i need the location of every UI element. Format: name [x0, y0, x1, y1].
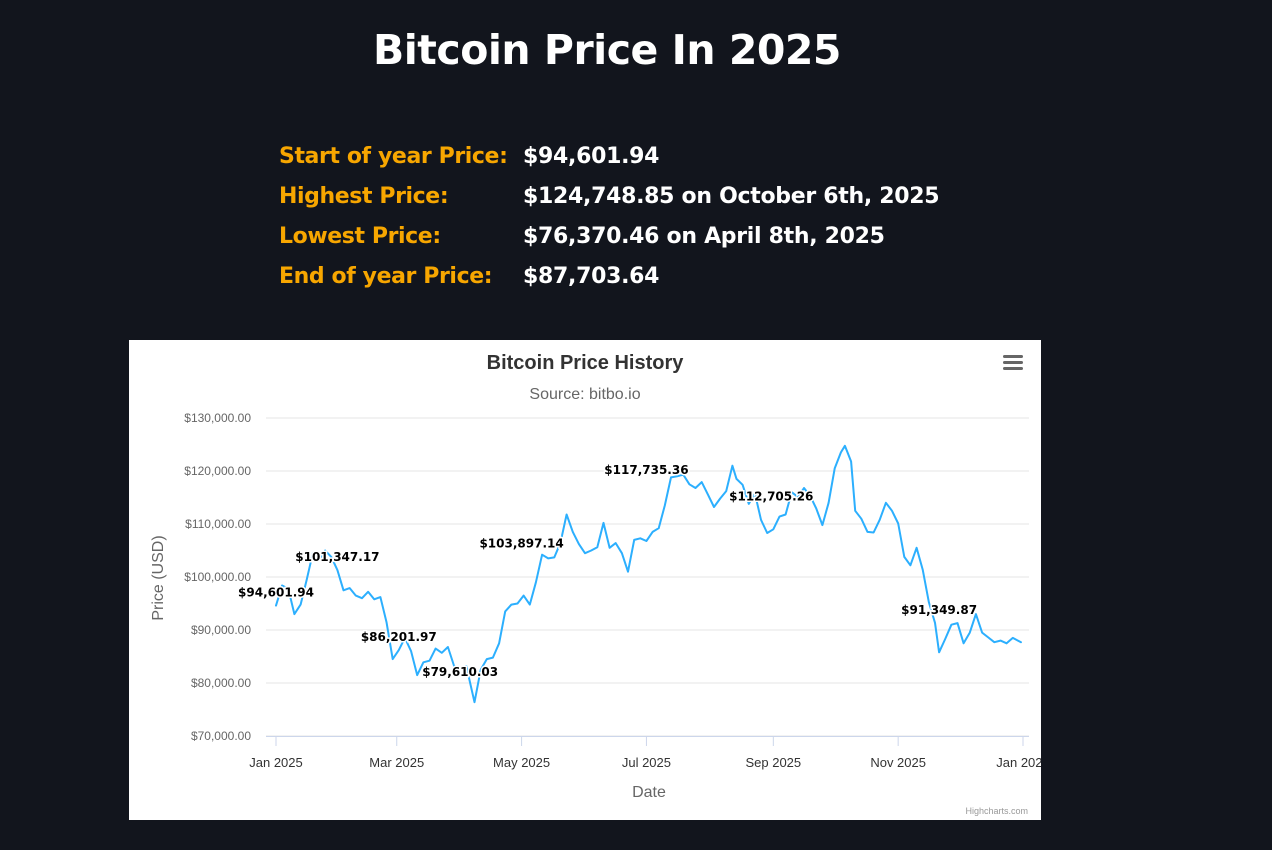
- x-tick-label: Mar 2025: [369, 755, 424, 770]
- data-label: $112,705.26: [729, 490, 813, 504]
- x-tick-label: Jul 2025: [622, 755, 671, 770]
- chart-title: Bitcoin Price History: [487, 352, 685, 374]
- data-label: $94,601.94: [238, 586, 314, 600]
- y-tick-label: $80,000.00: [191, 676, 251, 690]
- chart-credits[interactable]: Highcharts.com: [965, 806, 1028, 816]
- y-tick-label: $130,000.00: [184, 411, 251, 425]
- chart-canvas: $70,000.00 $80,000.00 $90,000.00 $100,000.0…: [150, 352, 1041, 816]
- stat-label: End of year Price:: [279, 263, 493, 289]
- stat-value: $76,370.46 on April 8th, 2025: [523, 223, 885, 249]
- hamburger-menu-icon: [1001, 355, 1025, 370]
- y-tick-label: $110,000.00: [185, 517, 251, 531]
- axes: $70,000.00 $80,000.00 $90,000.00 $100,000.0…: [184, 411, 1041, 770]
- stat-value: $94,601.94: [523, 143, 660, 169]
- price-stats: Start of year Price: $94,601.94 Highest …: [279, 136, 940, 296]
- stat-label: Highest Price:: [279, 183, 449, 209]
- y-tick-label: $90,000.00: [191, 623, 251, 637]
- stat-start-of-year: Start of year Price: $94,601.94: [279, 136, 939, 176]
- y-tick-label: $100,000.00: [184, 570, 251, 584]
- stat-lowest: Lowest Price: $76,370.46 on April 8th, 2…: [279, 216, 939, 256]
- data-label: $103,897.14: [479, 536, 563, 550]
- data-label: $86,201.97: [361, 630, 437, 644]
- price-chart: $70,000.00 $80,000.00 $90,000.00 $100,000.0…: [129, 340, 1041, 820]
- data-label: $79,610.03: [422, 665, 498, 679]
- x-axis-title: Date: [632, 784, 666, 801]
- stat-value: $87,703.64: [523, 263, 660, 289]
- stat-highest: Highest Price: $124,748.85 on October 6t…: [279, 176, 940, 216]
- x-tick-label: Sep 2025: [745, 755, 801, 770]
- data-label: $117,735.36: [604, 463, 688, 477]
- grid-lines: [266, 417, 1029, 737]
- x-tick-label: Jan 2026: [996, 755, 1041, 770]
- data-labels: $94,601.94 $101,347.17 $86,201.97 $79,610.0…: [237, 462, 979, 681]
- page-title: Bitcoin Price In 2025: [373, 26, 841, 74]
- x-tick-label: May 2025: [493, 755, 550, 770]
- y-tick-label: $70,000.00: [191, 729, 251, 743]
- stat-label: Start of year Price:: [279, 143, 508, 169]
- chart-menu-button[interactable]: [1001, 352, 1025, 372]
- stat-value: $124,748.85 on October 6th, 2025: [523, 183, 940, 209]
- series-line: [275, 444, 1022, 704]
- y-axis-title: Price (USD): [150, 535, 167, 620]
- data-label: $91,349.87: [901, 603, 977, 617]
- stat-label: Lowest Price:: [279, 223, 441, 249]
- series-layer: [275, 444, 1022, 704]
- data-label: $101,347.17: [295, 550, 379, 564]
- stat-end-of-year: End of year Price: $87,703.64: [279, 256, 939, 296]
- x-tick-label: Nov 2025: [870, 755, 926, 770]
- y-tick-label: $120,000.00: [184, 464, 251, 478]
- x-tick-label: Jan 2025: [249, 755, 303, 770]
- chart-subtitle: Source: bitbo.io: [529, 386, 640, 403]
